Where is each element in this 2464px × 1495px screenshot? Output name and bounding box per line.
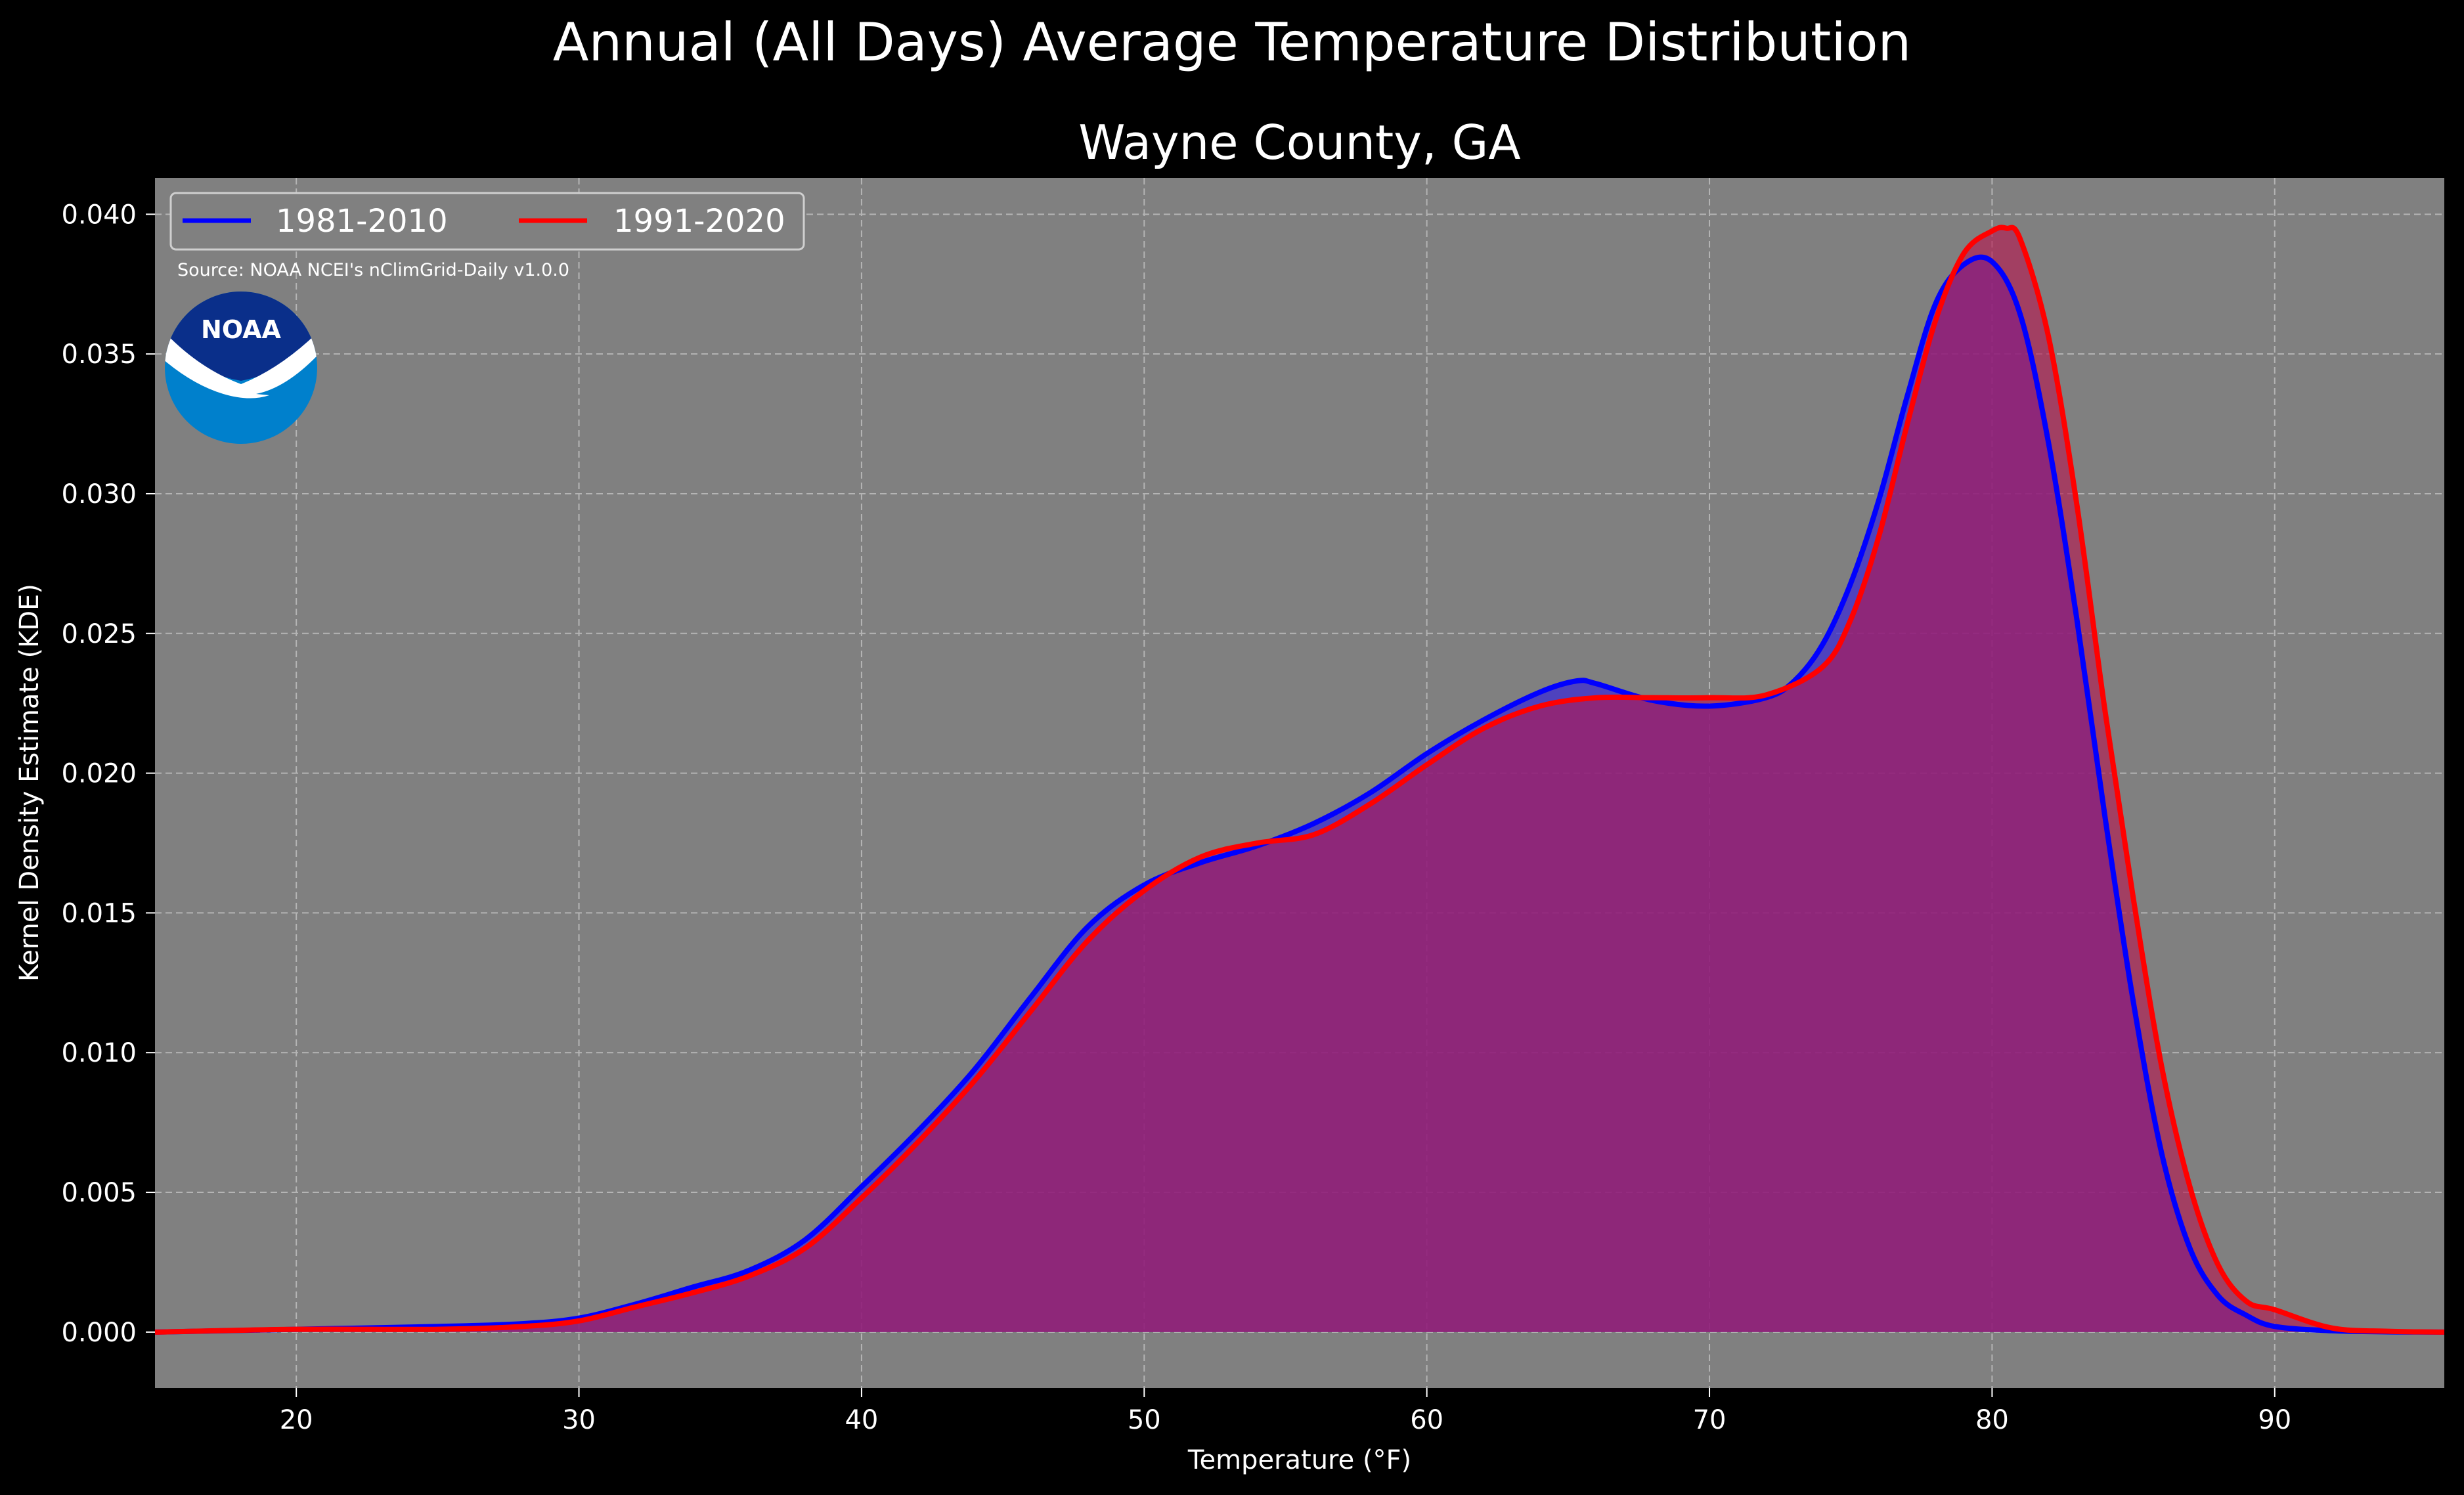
chart-title: Annual (All Days) Average Temperature Di… <box>553 12 1911 73</box>
x-tick-label: 40 <box>845 1405 878 1435</box>
legend-label-1981-2010: 1981-2010 <box>276 203 448 240</box>
line-1991-2020 <box>154 225 2445 1335</box>
x-axis-label: Temperature (°F) <box>1187 1445 1411 1475</box>
density-lines <box>154 225 2445 1335</box>
noaa-logo: NOAA <box>165 292 317 444</box>
y-tick-label: 0.025 <box>61 619 137 649</box>
legend: 1981-2010 1991-2020 <box>169 192 805 251</box>
y-axis-ticks: 0.000 0.005 0.010 0.015 0.020 0.025 0.030 0.035… <box>61 200 155 1348</box>
x-axis-ticks: 20 30 40 50 60 70 80 90 <box>280 1388 2291 1435</box>
y-tick-label: 0.030 <box>61 479 137 509</box>
x-tick-label: 60 <box>1410 1405 1443 1435</box>
x-tick-label: 20 <box>280 1405 313 1435</box>
chart-subtitle: Wayne County, GA <box>1078 115 1520 170</box>
y-axis-label: Kernel Density Estimate (KDE) <box>14 584 45 982</box>
y-tick-label: 0.035 <box>61 339 137 370</box>
x-tick-label: 80 <box>1975 1405 2009 1435</box>
x-tick-label: 90 <box>2258 1405 2291 1435</box>
source-note: Source: NOAA NCEI's nClimGrid-Daily v1.0… <box>177 260 569 280</box>
line-1981-2010 <box>154 254 2445 1335</box>
x-tick-label: 70 <box>1693 1405 1727 1435</box>
area-1991-2020 <box>155 227 2444 1332</box>
x-tick-label: 50 <box>1128 1405 1161 1435</box>
y-tick-label: 0.020 <box>61 759 137 789</box>
legend-label-1991-2020: 1991-2020 <box>613 203 785 240</box>
legend-box <box>169 192 805 251</box>
y-tick-label: 0.000 <box>61 1318 137 1348</box>
x-tick-label: 30 <box>562 1405 596 1435</box>
y-tick-label: 0.015 <box>61 898 137 928</box>
noaa-logo-text: NOAA <box>201 315 281 344</box>
y-tick-label: 0.040 <box>61 200 137 230</box>
y-tick-label: 0.005 <box>61 1178 137 1208</box>
y-tick-label: 0.010 <box>61 1038 137 1068</box>
